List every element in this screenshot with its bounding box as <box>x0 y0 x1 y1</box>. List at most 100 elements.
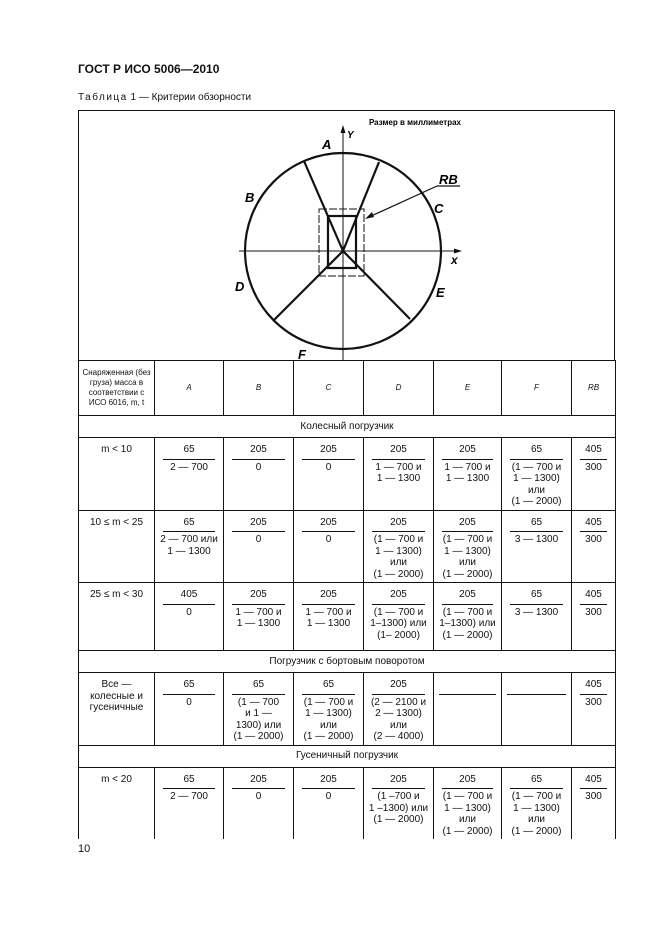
fraction-bar <box>580 531 607 532</box>
fraction-denominator-line: 1 — 700 и <box>444 461 491 473</box>
fraction-denominator-line: или <box>527 484 545 496</box>
criteria-cell: 405 300 <box>571 672 616 746</box>
fraction-bar <box>510 603 563 605</box>
fraction-denominator-line: (1– 2000) <box>377 629 420 641</box>
table-header-row: Снаряженная (без груза) масса в соответс… <box>78 360 616 416</box>
label-d: D <box>235 279 245 294</box>
label-b: B <box>245 190 254 205</box>
fraction-denominator-line: 1–1300) или <box>439 618 496 629</box>
fraction-bar <box>580 788 607 789</box>
fraction-bar <box>302 531 355 532</box>
section-title: Гусеничный погрузчик <box>78 744 616 768</box>
fraction-denominator-line: 1 — 1300 <box>306 618 351 629</box>
sector-line-a-right <box>341 161 381 252</box>
fraction-denominator-line: 1 –1300) или <box>368 802 429 814</box>
criteria-cell: 205 0 <box>223 766 294 839</box>
header-col: D <box>363 360 434 416</box>
fraction-numerator: 205 <box>250 516 267 528</box>
fraction-denominator-line: 1 — 1300 <box>236 618 281 629</box>
fraction-bar <box>442 531 493 532</box>
fraction-numerator: 205 <box>390 516 407 528</box>
rb-outer-rectangle <box>318 208 365 277</box>
fraction-bar <box>163 458 215 460</box>
fraction-denominator-line: (1 — 700 и <box>373 534 424 545</box>
fraction-bar <box>442 603 493 605</box>
sector-line-a-left <box>302 160 345 252</box>
fraction-numerator: 205 <box>250 444 267 455</box>
fraction-denominator-line: 1 — 1300 <box>376 473 421 484</box>
fraction-bar <box>302 693 355 695</box>
fraction-denominator-line: и 1 — <box>245 708 272 719</box>
fraction-denominator-line: или <box>319 719 337 731</box>
fraction-numerator: 205 <box>459 516 476 528</box>
fraction-denominator-line: 300 <box>585 534 602 545</box>
fraction-numerator: 405 <box>585 679 602 690</box>
fraction-denominator-line: 3 — 1300 <box>514 606 559 618</box>
fraction-numerator: 205 <box>459 589 476 600</box>
fraction-numerator: 405 <box>585 516 602 528</box>
fraction-numerator: 65 <box>530 516 543 528</box>
fraction-denominator-line: (1 — 700 и <box>442 791 493 802</box>
fraction-numerator: 205 <box>390 773 407 785</box>
fraction-denominator-line: 300 <box>585 791 602 802</box>
fraction-denominator-line: (1 — 2000) <box>442 568 493 580</box>
fraction-denominator-line: (1 — 700 и <box>442 534 493 545</box>
fraction-denominator-line: (1 –700 и <box>377 791 420 802</box>
diagram-svg: Размер в миллиметрах A B C D E F RB x Y <box>235 118 462 363</box>
row-mass-label: m < 20 <box>78 766 155 839</box>
fraction-denominator-line: 1 — 1300) <box>375 545 422 557</box>
y-axis-arrow-icon <box>340 125 346 133</box>
row-mass-label: Все — колесные и гусеничные <box>78 672 155 746</box>
fraction-bar <box>163 693 215 695</box>
caption-prefix: Таблица <box>78 92 128 103</box>
sector-line-f-left <box>273 250 344 321</box>
section-title: Колесный погрузчик <box>78 415 616 438</box>
fraction-denominator-line: 0 <box>186 606 192 618</box>
criteria-cell: 65 0 <box>154 672 224 746</box>
header-col: B <box>223 360 294 416</box>
fraction-denominator-line: или <box>527 814 545 825</box>
units-note: Размер в миллиметрах <box>369 118 462 127</box>
fraction-denominator-line: (1 — 2000) <box>233 731 284 742</box>
fraction-bar <box>510 788 563 789</box>
fraction-denominator-line: (1 — 700 и <box>442 606 493 618</box>
fraction-numerator: 65 <box>252 679 265 690</box>
header-col: C <box>293 360 364 416</box>
fraction-denominator-line: (1 — 700 и <box>373 606 424 618</box>
fraction-numerator: 205 <box>459 773 476 785</box>
fraction-denominator-line: 1 — 700 и <box>305 606 352 618</box>
fraction-numerator: 65 <box>183 516 195 528</box>
fraction-denominator-line: или <box>458 814 476 825</box>
fraction-bar <box>580 458 607 460</box>
fraction-bar <box>507 693 566 695</box>
fraction-denominator-line: 1 — 1300) <box>305 708 352 719</box>
label-y: Y <box>347 130 355 141</box>
fraction-denominator-line: 300 <box>585 696 602 708</box>
criteria-cell <box>501 672 572 746</box>
fraction-denominator-line: 0 <box>255 461 262 473</box>
criteria-cell: 205 (1 — 700 и 1–1300) или (1 — 2000) <box>433 582 502 651</box>
fraction-numerator: 65 <box>530 773 543 785</box>
fraction-numerator: 205 <box>390 589 407 600</box>
fraction-numerator: 65 <box>183 679 195 690</box>
fraction-denominator-line: 1 — 1300) <box>444 802 491 814</box>
fraction-numerator <box>504 679 569 691</box>
fraction-bar <box>372 693 425 695</box>
fraction-denominator-line: 300 <box>585 606 602 618</box>
label-rb: RB <box>439 172 458 187</box>
criteria-cell: 65 2 — 700 <box>154 437 224 511</box>
fraction-denominator-line: 2 — 700 или <box>160 534 218 545</box>
label-c: C <box>434 201 444 216</box>
fraction-denominator-line: (1 — 2000) <box>511 825 562 837</box>
fraction-denominator-line: 1 — 1300 <box>167 545 211 557</box>
header-mass: Снаряженная (без груза) масса в соответс… <box>78 360 155 416</box>
fraction-bar <box>372 788 425 789</box>
fraction-bar <box>232 458 285 460</box>
